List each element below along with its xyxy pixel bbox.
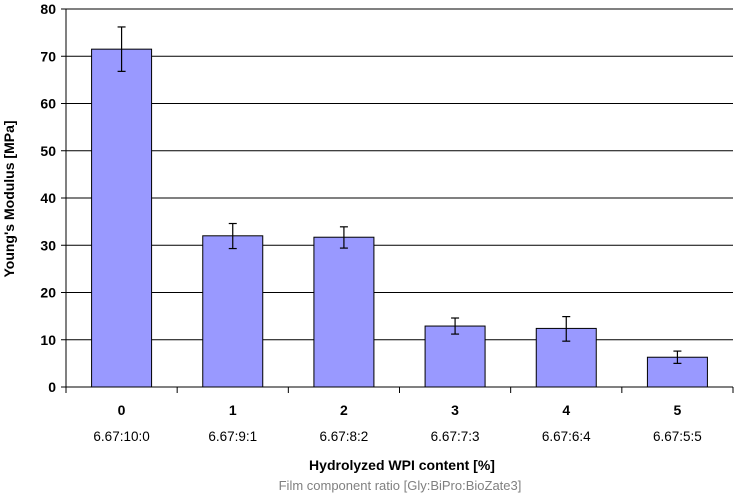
- y-tick-label: 20: [40, 285, 56, 301]
- error-bars: [117, 26, 682, 364]
- y-tick-label: 30: [40, 237, 56, 253]
- x-tick-labels: 0 6.67:10:0 1 6.67:9:1 2 6.67:8:2 3 6.67:7:3 4 6.…: [65, 387, 734, 444]
- bars: [91, 48, 708, 388]
- gridlines: [61, 8, 733, 388]
- x-category-label: 2: [340, 402, 348, 418]
- y-tick-labels: 0 10 20 30 40 50 60 70 80: [40, 1, 56, 395]
- x-ratio-label: 6.67:5:5: [653, 429, 702, 444]
- y-tick-label: 10: [40, 332, 56, 348]
- y-tick-label: 70: [40, 48, 56, 64]
- x-ratio-label: 6.67:10:0: [93, 429, 149, 444]
- y-tick-label: 40: [40, 190, 56, 206]
- bar: [91, 48, 153, 388]
- y-tick-label: 50: [40, 143, 56, 159]
- x-ratio-label: 6.67:8:2: [320, 429, 369, 444]
- x-category-label: 3: [451, 402, 459, 418]
- y-axis-title: Young's Modulus [MPa]: [1, 120, 17, 277]
- bar: [424, 325, 486, 388]
- y-tick-label: 60: [40, 96, 56, 112]
- x-category-label: 0: [118, 402, 126, 418]
- x-axis-title: Hydrolyzed WPI content [%]: [309, 457, 495, 473]
- y-tick-label: 0: [48, 379, 56, 395]
- x-category-label: 1: [229, 402, 237, 418]
- x-category-label: 4: [562, 402, 570, 418]
- x-category-label: 5: [674, 402, 682, 418]
- bar: [313, 236, 375, 388]
- y-tick-label: 80: [40, 1, 56, 17]
- x-ratio-label: 6.67:6:4: [542, 429, 591, 444]
- x-ratio-label: 6.67:9:1: [208, 429, 257, 444]
- x-ratio-label: 6.67:7:3: [431, 429, 480, 444]
- bar: [646, 356, 708, 388]
- bar: [202, 235, 264, 388]
- x-axis-subtitle: Film component ratio [Gly:BiPro:BioZate3…: [279, 478, 522, 493]
